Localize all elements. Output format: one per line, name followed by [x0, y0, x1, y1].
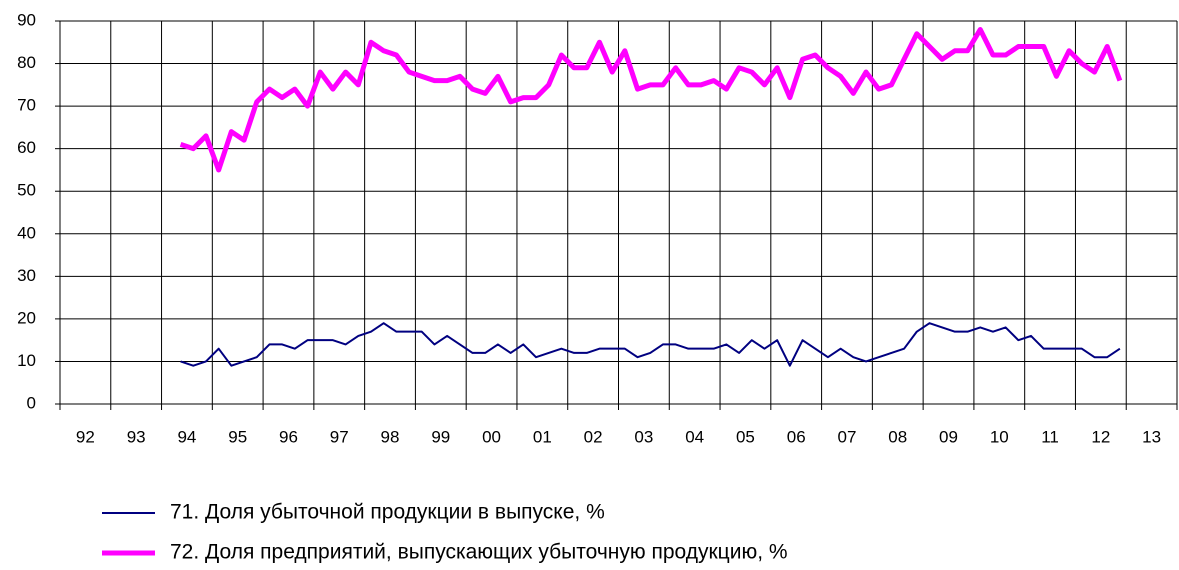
- x-tick-label: 92: [76, 427, 95, 446]
- series-line: [179, 27, 1123, 173]
- y-tick-label: 20: [17, 308, 36, 327]
- x-tick-label: 03: [634, 427, 653, 446]
- x-tick-label: 02: [584, 427, 603, 446]
- x-tick-label: 97: [330, 427, 349, 446]
- x-tick-label: 93: [127, 427, 146, 446]
- y-tick-label: 0: [27, 393, 36, 412]
- x-tick-label: 08: [888, 427, 907, 446]
- y-tick-label: 90: [17, 10, 36, 29]
- x-tick-label: 10: [990, 427, 1009, 446]
- x-tick-label: 99: [431, 427, 450, 446]
- x-tick-label: 13: [1142, 427, 1161, 446]
- x-tick-label: 01: [533, 427, 552, 446]
- y-tick-label: 40: [17, 223, 36, 242]
- y-tick-label: 10: [17, 351, 36, 370]
- x-tick-label: 06: [787, 427, 806, 446]
- x-tick-label: 09: [939, 427, 958, 446]
- x-tick-label: 00: [482, 427, 501, 446]
- x-tick-label: 94: [177, 427, 196, 446]
- x-tick-label: 04: [685, 427, 704, 446]
- y-tick-label: 30: [17, 266, 36, 285]
- series-line: [180, 322, 1121, 367]
- legend-label: 71. Доля убыточной продукции в выпуске, …: [170, 501, 605, 524]
- y-tick-label: 80: [17, 53, 36, 72]
- legend-label: 72. Доля предприятий, выпускающих убыточ…: [170, 541, 788, 564]
- x-tick-label: 11: [1041, 427, 1059, 446]
- x-tick-label: 12: [1091, 427, 1110, 446]
- x-tick-label: 96: [279, 427, 298, 446]
- y-tick-label: 70: [17, 96, 36, 115]
- x-tick-label: 98: [381, 427, 400, 446]
- x-tick-label: 95: [228, 427, 247, 446]
- y-tick-label: 60: [17, 138, 36, 157]
- x-tick-label: 07: [838, 427, 857, 446]
- y-tick-label: 50: [17, 181, 36, 200]
- x-tick-label: 05: [736, 427, 755, 446]
